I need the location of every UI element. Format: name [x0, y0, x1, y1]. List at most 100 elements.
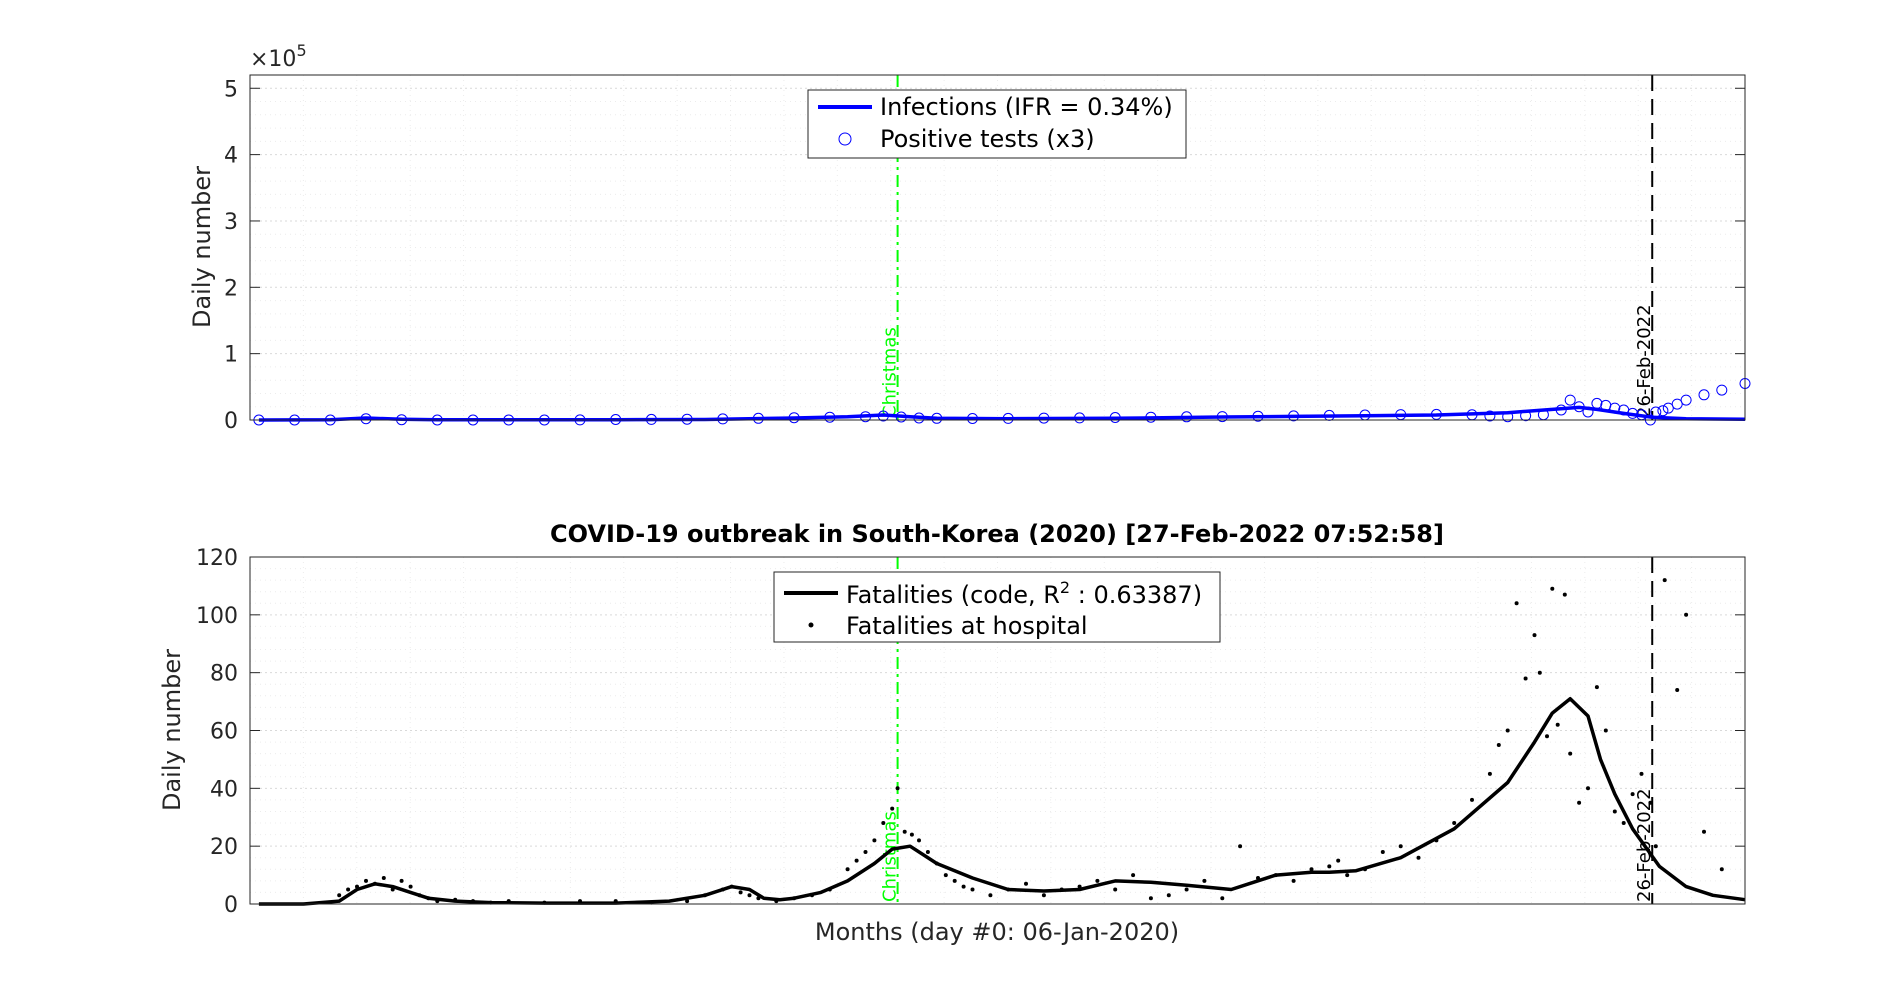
top-point-positive-tests-x3: [1288, 410, 1300, 422]
bottom-legend-entry-fatalities-code: Fatalities (code, R2 : 0.63387): [846, 578, 1202, 609]
bottom-point-fatalities-at-hospital: [1719, 867, 1724, 872]
bottom-point-fatalities-at-hospital: [1113, 887, 1118, 892]
bottom-point-fatalities-at-hospital: [792, 896, 797, 901]
bottom-point-fatalities-at-hospital: [1273, 873, 1278, 878]
bottom-point-fatalities-at-hospital: [895, 786, 900, 791]
bottom-point-fatalities-at-hospital: [435, 899, 440, 904]
bottom-point-fatalities-at-hospital: [1555, 722, 1560, 727]
top-point-positive-tests-x3: [1609, 402, 1621, 414]
bottom-point-fatalities-at-hospital: [1309, 867, 1314, 872]
bottom-point-fatalities-at-hospital: [1416, 855, 1421, 860]
top-y-tick-label: 2: [224, 276, 238, 301]
bottom-grid: [250, 556, 1745, 905]
top-point-positive-tests-x3: [1216, 411, 1228, 423]
bottom-point-fatalities-at-hospital: [738, 890, 743, 895]
bottom-point-fatalities-at-hospital: [1059, 887, 1064, 892]
bottom-point-fatalities-at-hospital: [925, 850, 930, 854]
bottom-legend-entry-fatalities-hospital: Fatalities at hospital: [846, 612, 1088, 640]
top-y-tick-label: 0: [224, 409, 238, 434]
top-legend-entry-infections: Infections (IFR = 0.34%): [880, 93, 1173, 121]
bottom-point-fatalities-at-hospital: [1336, 858, 1341, 863]
bottom-point-fatalities-at-hospital: [827, 887, 832, 892]
bottom-point-fatalities-at-hospital: [970, 887, 975, 892]
bottom-point-fatalities-at-hospital: [1148, 896, 1153, 901]
top-point-positive-tests-x3: [1181, 411, 1193, 423]
bottom-y-tick-label: 80: [210, 662, 238, 687]
bottom-point-fatalities-at-hospital: [1505, 728, 1510, 733]
top-point-positive-tests-x3: [1555, 404, 1567, 416]
bottom-point-fatalities-at-hospital: [372, 881, 377, 886]
top-point-positive-tests-x3: [717, 413, 729, 425]
top-point-positive-tests-x3: [877, 410, 889, 422]
bottom-legend-entry-fatalities-code-prefix: Fatalities (code, R: [846, 581, 1060, 609]
bottom-point-fatalities-at-hospital: [399, 878, 404, 883]
bottom-point-fatalities-at-hospital: [845, 867, 850, 872]
top-point-positive-tests-x3: [1252, 410, 1264, 422]
top-y-tick-label: 1: [224, 343, 238, 368]
top-point-positive-tests-x3: [824, 411, 836, 423]
top-y-exponent-power: 5: [296, 41, 306, 60]
top-legend-entry-positive-tests: Positive tests (x3): [880, 125, 1095, 153]
bottom-y-tick-label: 120: [196, 546, 238, 571]
bottom-legend-entry-fatalities-code-suffix: : 0.63387): [1070, 581, 1202, 609]
bottom-point-fatalities-at-hospital: [1291, 878, 1296, 883]
bottom-x-axis-label: Months (day #0: 06-Jan-2020): [815, 918, 1179, 946]
bottom-y-axis-label: Daily number: [158, 649, 186, 811]
top-point-positive-tests-x3: [1716, 384, 1728, 396]
bottom-point-fatalities-at-hospital: [702, 893, 707, 898]
top-point-positive-tests-x3: [752, 412, 764, 424]
bottom-point-fatalities-at-hospital: [952, 878, 957, 883]
bottom-point-fatalities-at-hospital: [417, 893, 422, 898]
top-point-positive-tests-x3: [1109, 412, 1121, 423]
bottom-series-layer: [258, 578, 1746, 906]
bottom-point-fatalities-at-hospital: [863, 850, 868, 854]
bottom-point-fatalities-at-hospital: [355, 884, 359, 889]
bottom-point-fatalities-at-hospital: [1434, 838, 1439, 843]
bottom-point-fatalities-at-hospital: [1363, 867, 1367, 872]
bottom-point-fatalities-at-hospital: [810, 893, 814, 898]
bottom-point-fatalities-at-hospital: [1202, 878, 1207, 883]
bottom-point-fatalities-at-hospital: [1398, 844, 1403, 849]
bottom-chart-panel: COVID-19 outbreak in South-Korea (2020) …: [158, 520, 1746, 946]
bottom-point-fatalities-at-hospital: [1550, 586, 1555, 591]
bottom-point-fatalities-at-hospital: [1612, 809, 1617, 814]
bottom-point-fatalities-at-hospital: [872, 838, 877, 843]
top-point-positive-tests-x3: [967, 413, 978, 424]
bottom-legend-dot-swatch: [808, 622, 814, 628]
bottom-point-fatalities-at-hospital: [1577, 800, 1582, 805]
bottom-point-fatalities-at-hospital: [1648, 800, 1653, 805]
bottom-point-fatalities-at-hospital: [774, 899, 779, 904]
bottom-point-fatalities-at-hospital: [881, 821, 886, 825]
top-vline-label-christmas: Christmas: [880, 327, 901, 418]
top-point-positive-tests-x3: [1502, 411, 1514, 423]
bottom-point-fatalities-at-hospital: [1662, 578, 1667, 583]
top-point-positive-tests-x3: [681, 413, 693, 425]
bottom-series-line-fatalities-code-r2-0-63387: [258, 696, 1746, 906]
bottom-point-fatalities-at-hospital: [1496, 743, 1501, 747]
top-point-positive-tests-x3: [1074, 412, 1086, 424]
bottom-point-fatalities-at-hospital: [1568, 751, 1573, 756]
bottom-point-fatalities-at-hospital: [408, 884, 413, 889]
bottom-point-fatalities-at-hospital: [1380, 850, 1385, 854]
top-point-positive-tests-x3: [913, 412, 925, 424]
top-point-positive-tests-x3: [1484, 410, 1496, 422]
bottom-point-fatalities-at-hospital: [613, 899, 618, 904]
bottom-legend: Fatalities (code, R2 : 0.63387) Fataliti…: [773, 571, 1221, 643]
top-point-positive-tests-x3: [1573, 401, 1585, 413]
bottom-point-fatalities-at-hospital: [917, 838, 921, 843]
bottom-point-fatalities-at-hospital: [1131, 873, 1136, 878]
bottom-point-fatalities-at-hospital: [1514, 601, 1519, 606]
bottom-point-fatalities-at-hospital: [471, 899, 475, 904]
top-point-positive-tests-x3: [645, 413, 657, 425]
bottom-y-tick-label: 0: [224, 893, 238, 918]
top-vline-label-26-feb-2022: 26-Feb-2022: [1634, 304, 1655, 418]
top-point-positive-tests-x3: [1650, 406, 1662, 418]
top-point-positive-tests-x3: [1662, 402, 1674, 414]
bottom-point-fatalities-at-hospital: [1238, 844, 1243, 849]
top-point-positive-tests-x3: [1002, 412, 1014, 424]
bottom-point-fatalities-at-hospital: [1487, 771, 1492, 776]
bottom-point-fatalities-at-hospital: [1630, 792, 1635, 797]
bottom-chart-title: COVID-19 outbreak in South-Korea (2020) …: [550, 520, 1444, 548]
top-point-positive-tests-x3: [1627, 407, 1639, 419]
bottom-point-fatalities-at-hospital: [1562, 592, 1567, 597]
